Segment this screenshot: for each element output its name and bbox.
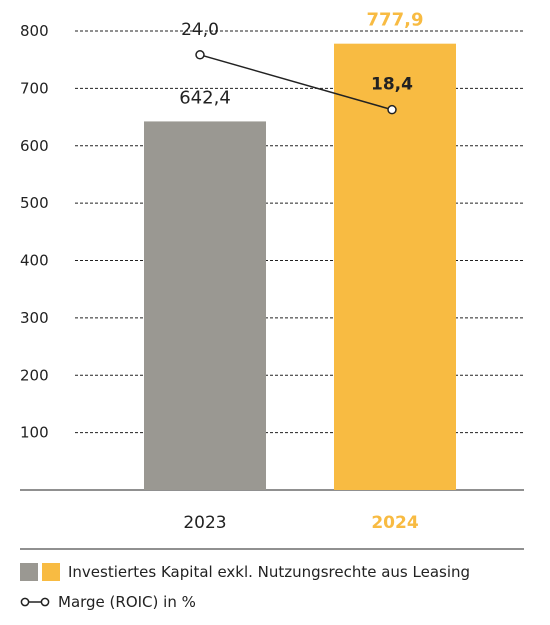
roic-line [199,54,393,111]
bar-2024 [334,43,456,491]
legend-swatch-2023 [20,563,38,581]
legend-item-bars: Investiertes Kapital exkl. Nutzungsrecht… [20,560,530,584]
legend-item-line: Marge (ROIC) in % [20,590,530,614]
y-tick-label-500: 500 [20,194,49,212]
legend-label-bars: Investiertes Kapital exkl. Nutzungsrecht… [68,563,471,581]
y-tick-label-600: 600 [20,137,49,155]
label-layer: 642,4 2023 777,9 2024 24,0 18,4 [179,10,423,533]
bar-value-label-2023: 642,4 [179,87,231,108]
x-tick-label-2024: 2024 [371,513,418,533]
bar-value-label-2024: 777,9 [367,10,424,31]
legend-line-marker-icon [20,597,50,607]
grid-layer: 100 200 300 400 500 600 700 800 [20,22,524,550]
y-tick-label-400: 400 [20,252,49,270]
bar-2023 [144,121,266,490]
y-tick-label-200: 200 [20,366,49,384]
legend: Investiertes Kapital exkl. Nutzungsrecht… [20,560,530,614]
roic-value-label-2024: 18,4 [371,75,413,95]
legend-swatch-2024 [42,563,60,581]
y-tick-label-800: 800 [20,22,49,40]
roic-point-2024 [387,104,397,115]
y-tick-label-700: 700 [20,79,49,97]
roic-point-2023 [195,50,205,60]
legend-label-line: Marge (ROIC) in % [58,593,196,611]
y-tick-label-100: 100 [20,424,49,442]
y-tick-label-300: 300 [20,309,49,327]
bar-layer [144,43,456,491]
line-layer [195,50,397,115]
x-tick-label-2023: 2023 [183,513,226,533]
roic-value-label-2023: 24,0 [181,20,219,40]
